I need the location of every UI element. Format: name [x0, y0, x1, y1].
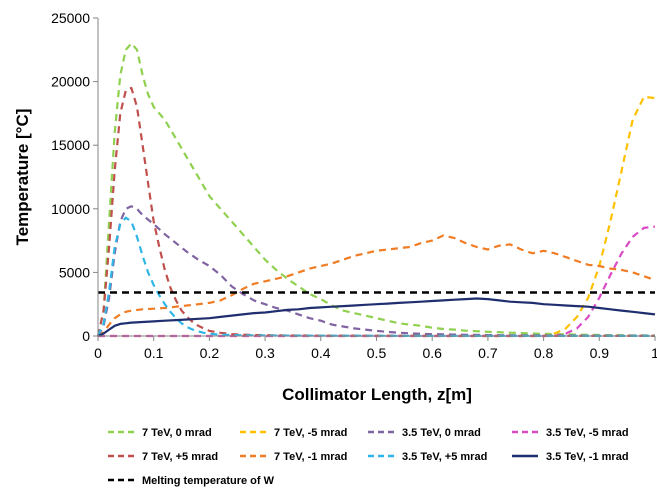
- x-tick-label: 0.9: [590, 345, 610, 361]
- y-tick-label: 25000: [51, 10, 90, 26]
- x-tick-label: 0.2: [200, 345, 220, 361]
- x-tick-label: 0.4: [311, 345, 331, 361]
- x-tick-label: 0.6: [422, 345, 442, 361]
- series-line-3-5-tev-1-mrad: [97, 297, 656, 338]
- series-line-7-tev-1-mrad: [97, 234, 656, 337]
- legend: 7 TeV, 0 mrad 7 TeV, -5 mrad 3.5 TeV, 0 mr…: [108, 427, 629, 487]
- x-tick-label: 0.7: [478, 345, 498, 361]
- x-tick-label: 0.3: [255, 345, 275, 361]
- series-line-7-tev-0-mrad: [96, 42, 656, 337]
- legend-label-3-5-tev-5-mrad: 3.5 TeV, +5 mrad: [402, 451, 487, 463]
- y-tick-label: 15000: [51, 137, 90, 153]
- x-tick-label: 0.1: [144, 345, 164, 361]
- x-axis-title: Collimator Length, z[m]: [282, 385, 472, 404]
- legend-label-3-5-tev-1-mrad: 3.5 TeV, -1 mrad: [546, 451, 629, 463]
- x-tick-label: 1: [651, 345, 657, 361]
- legend-label-3-5-tev-0-mrad: 3.5 TeV, 0 mrad: [402, 427, 481, 439]
- legend-label-7-tev-5-mrad: 7 TeV, -5 mrad: [274, 427, 347, 439]
- y-tick-label: 10000: [51, 201, 90, 217]
- y-axis-title: Temperature [°C]: [13, 109, 32, 246]
- legend-label-7-tev-5-mrad: 7 TeV, +5 mrad: [142, 451, 218, 463]
- x-axis-ticks: 0 0.1 0.2 0.3 0.4 0.5 0.6 0.7 0.8 0.9 1: [94, 336, 657, 361]
- x-tick-label: 0.8: [534, 345, 554, 361]
- x-tick-label: 0.5: [367, 345, 387, 361]
- legend-label-7-tev-0-mrad: 7 TeV, 0 mrad: [142, 427, 212, 439]
- y-tick-label: 5000: [59, 264, 90, 280]
- y-tick-label: 20000: [51, 74, 90, 90]
- legend-label-7-tev-1-mrad: 7 TeV, -1 mrad: [274, 451, 347, 463]
- x-tick-label: 0: [94, 345, 102, 361]
- legend-label-melting-temperature-of-w: Melting temperature of W: [142, 475, 275, 487]
- legend-label-3-5-tev-5-mrad: 3.5 TeV, -5 mrad: [546, 427, 629, 439]
- y-tick-label: 0: [82, 328, 90, 344]
- y-axis-ticks: 0 5000 10000 15000 20000 25000: [51, 10, 98, 344]
